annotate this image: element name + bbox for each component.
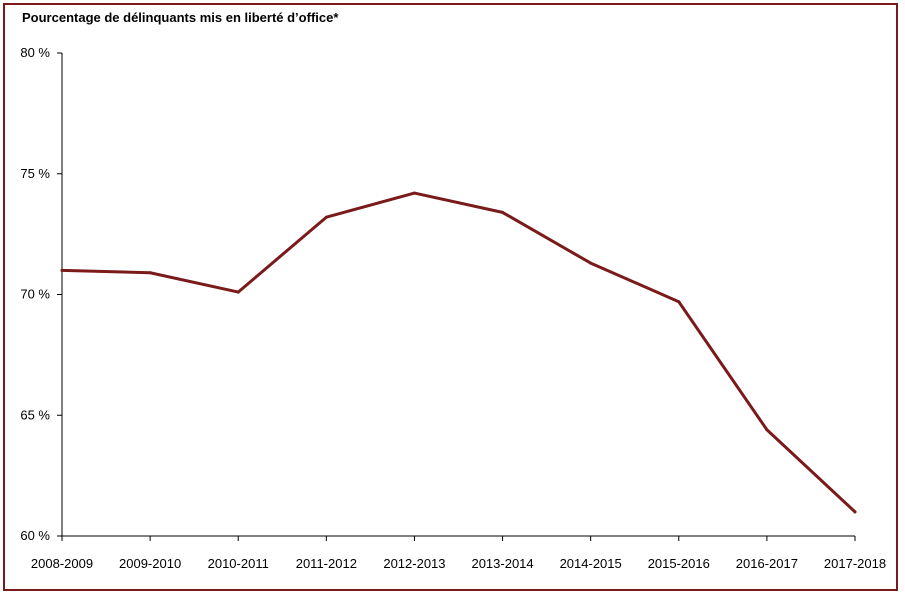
data-point <box>853 510 857 514</box>
data-point <box>765 428 769 432</box>
x-axis-ticks: 2008-2009 2009-2010 2010-2011 2011-2012 2012… <box>31 536 886 571</box>
chart-frame <box>3 3 898 591</box>
data-point <box>501 210 505 214</box>
data-point <box>236 290 240 294</box>
data-point <box>677 300 681 304</box>
data-point <box>148 271 152 275</box>
y-axis-ticks: 60 % 65 % 70 % 75 % 80 % <box>20 45 62 543</box>
x-tick-label: 2015-2016 <box>648 556 710 571</box>
x-tick-label: 2010-2011 <box>208 556 269 571</box>
x-tick-label: 2017-2018 <box>824 556 886 571</box>
y-tick-label: 65 % <box>20 407 50 422</box>
x-tick-label: 2008-2009 <box>31 556 93 571</box>
x-tick-label: 2013-2014 <box>471 556 533 571</box>
x-tick-label: 2009-2010 <box>119 556 181 571</box>
x-tick-label: 2011-2012 <box>296 556 357 571</box>
chart-title: Pourcentage de délinquants mis en libert… <box>22 10 339 25</box>
y-tick-label: 60 % <box>20 528 50 543</box>
y-tick-label: 70 % <box>20 287 50 302</box>
data-point <box>324 215 328 219</box>
x-tick-label: 2016-2017 <box>736 556 798 571</box>
y-tick-label: 75 % <box>20 166 50 181</box>
data-point <box>589 261 593 265</box>
y-tick-label: 80 % <box>20 45 50 60</box>
series <box>60 191 857 514</box>
x-tick-label: 2014-2015 <box>560 556 622 571</box>
series-line <box>60 191 857 514</box>
x-tick-label: 2012-2013 <box>383 556 445 571</box>
data-point <box>60 268 64 272</box>
axes <box>61 53 855 537</box>
data-point <box>412 191 416 195</box>
